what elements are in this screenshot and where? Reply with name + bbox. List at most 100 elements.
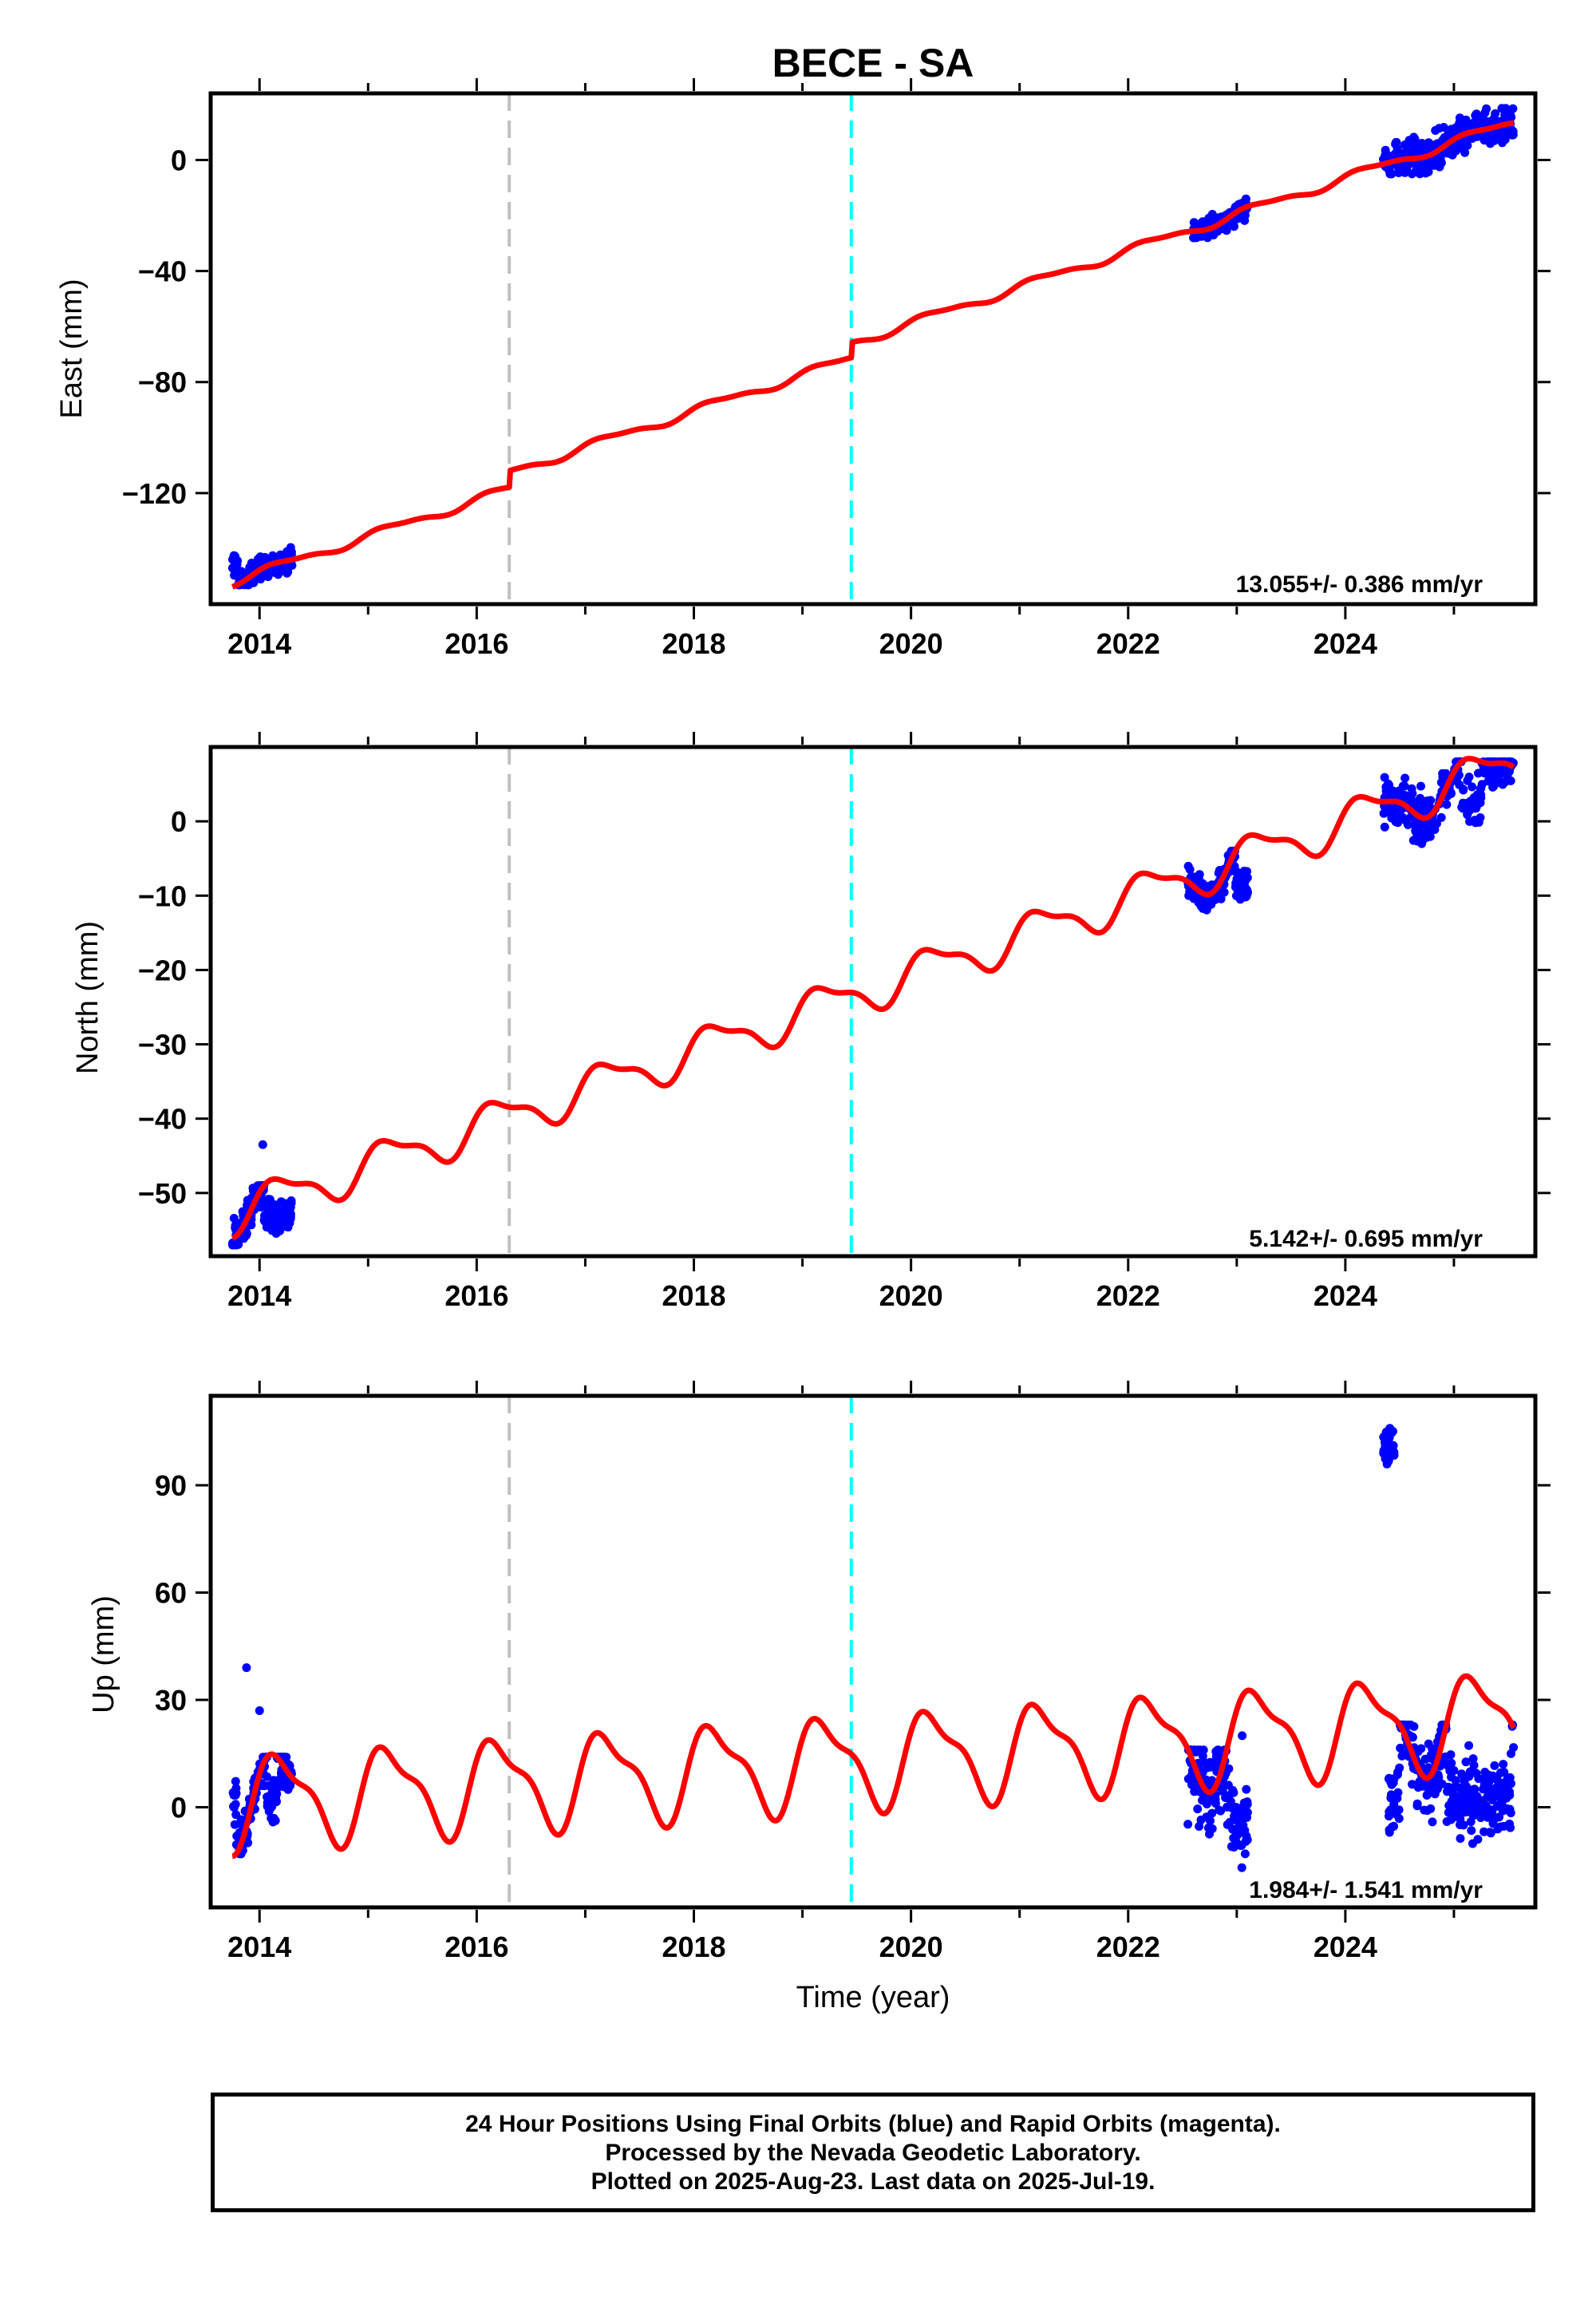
up-data-point — [1499, 1803, 1508, 1812]
up-data-point — [1385, 1807, 1394, 1816]
east-data-point — [1452, 146, 1460, 156]
north-xtick-label: 2016 — [444, 1279, 508, 1312]
north-data-point — [229, 1214, 239, 1223]
up-data-point — [272, 1789, 282, 1799]
east-data-point — [1461, 115, 1471, 124]
up-data-point — [1394, 1814, 1404, 1824]
up-data-point — [1428, 1817, 1437, 1827]
up-data-point — [1391, 1793, 1400, 1803]
footer-line-1: 24 Hour Positions Using Final Orbits (bl… — [465, 2111, 1281, 2137]
up-ytick-label: 90 — [155, 1469, 187, 1502]
east-data-point — [230, 571, 239, 580]
north-data-point — [1408, 788, 1417, 798]
north-data-point — [1380, 822, 1389, 832]
up-data-point — [1228, 1803, 1238, 1812]
up-data-point — [1507, 1749, 1515, 1758]
up-data-point — [1231, 1824, 1241, 1834]
north-data-point — [1474, 769, 1483, 778]
north-data-point — [1400, 781, 1409, 791]
up-data-point — [1459, 1772, 1468, 1781]
up-data-point — [1476, 1803, 1485, 1812]
up-data-point — [1412, 1801, 1422, 1811]
up-data-point — [1395, 1763, 1404, 1773]
up-data-point — [1240, 1849, 1250, 1859]
north-data-point — [1480, 769, 1490, 778]
up-xtick-label: 2024 — [1314, 1931, 1377, 1963]
north-xtick-label: 2024 — [1314, 1279, 1377, 1312]
east-data-point — [1407, 169, 1416, 179]
up-data-point — [1440, 1752, 1450, 1761]
up-data-point — [1490, 1761, 1499, 1770]
north-rate-label: 5.142+/- 0.695 mm/yr — [1249, 1226, 1483, 1252]
east-data-point — [1240, 211, 1250, 220]
east-data-point — [1490, 114, 1499, 124]
up-model-line — [231, 1673, 1516, 1860]
east-data-point — [1424, 157, 1433, 167]
east-ytick-label: 0 — [171, 144, 187, 176]
up-data-point — [1482, 1785, 1491, 1795]
up-data-point — [1467, 1826, 1476, 1836]
north-data-point — [1436, 812, 1446, 822]
footer-line-2: Processed by the Nevada Geodetic Laborat… — [605, 2140, 1141, 2166]
up-data-point — [1193, 1804, 1203, 1814]
up-data-point — [276, 1779, 286, 1788]
north-ytick-label: −40 — [138, 1103, 187, 1136]
east-data-point — [1483, 135, 1492, 144]
up-data-point — [1464, 1741, 1474, 1750]
up-data-point — [1443, 1761, 1452, 1770]
north-data-point — [1396, 791, 1405, 800]
up-data-point — [1221, 1793, 1231, 1802]
up-data-point — [1214, 1745, 1223, 1755]
north-ytick-label: 0 — [171, 805, 187, 838]
up-data-point — [1468, 1839, 1477, 1848]
up-xtick-label: 2018 — [662, 1931, 725, 1963]
up-data-point — [1461, 1757, 1471, 1767]
east-xtick-label: 2014 — [227, 627, 291, 660]
up-data-point — [1442, 1817, 1452, 1826]
up-frame — [208, 1393, 1538, 1910]
up-data-point — [1479, 1827, 1489, 1836]
east-data-point — [283, 567, 293, 577]
up-data-point — [231, 1777, 240, 1786]
up-data-point — [1487, 1805, 1496, 1815]
east-ytick-label: −120 — [122, 477, 187, 510]
east-data-point — [1489, 130, 1499, 140]
up-data-point — [1413, 1747, 1423, 1757]
north-data-point — [1185, 864, 1195, 874]
up-xtick-label: 2020 — [879, 1931, 943, 1963]
up-data-point — [1479, 1796, 1488, 1805]
north-data-point — [1416, 781, 1425, 791]
north-ytick-label: −50 — [138, 1177, 187, 1210]
up-data-point — [1464, 1798, 1473, 1808]
up-ytick-label: 60 — [155, 1577, 187, 1610]
up-data-point — [1218, 1786, 1227, 1796]
north-data-point — [257, 1203, 267, 1212]
up-data-point — [1449, 1766, 1459, 1775]
up-data-point — [1457, 1803, 1467, 1812]
up-data-point — [1229, 1788, 1238, 1797]
east-data-point — [1431, 126, 1440, 135]
up-outlier-point — [1238, 1731, 1247, 1741]
north-data-point — [1427, 817, 1436, 827]
up-data-point — [1452, 1799, 1460, 1808]
up-data-point — [1422, 1791, 1432, 1800]
east-data-point — [1404, 144, 1413, 153]
north-data-point — [1452, 777, 1461, 786]
up-outlier-point — [255, 1705, 264, 1715]
up-data-point — [1492, 1773, 1502, 1783]
north-data-point — [1442, 800, 1452, 809]
north-data-point — [1468, 782, 1477, 792]
north-data-point — [1216, 894, 1226, 903]
up-data-point — [1379, 1448, 1389, 1457]
east-xtick-label: 2020 — [879, 627, 943, 660]
chart-title: BECE - SA — [772, 41, 974, 85]
north-xtick-label: 2014 — [227, 1279, 291, 1312]
up-data-point — [264, 1781, 274, 1790]
east-data-point — [1385, 165, 1393, 175]
up-data-point — [1495, 1812, 1504, 1822]
up-data-point — [228, 1788, 238, 1797]
north-frame — [208, 745, 1538, 1259]
north-data-point — [1401, 816, 1411, 825]
east-xtick-label: 2018 — [662, 627, 725, 660]
